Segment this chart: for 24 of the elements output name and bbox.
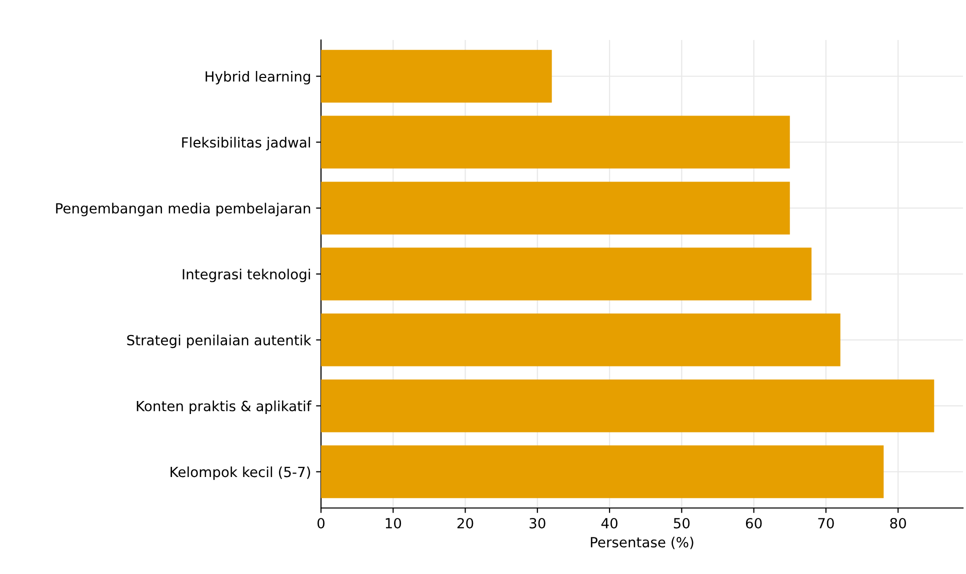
y-tick-label: Hybrid learning — [206, 70, 310, 84]
bar — [321, 248, 812, 300]
bar — [321, 379, 934, 432]
x-tick-label: 30 — [530, 518, 546, 528]
y-tick-label: Integrasi teknologi — [182, 268, 310, 282]
y-tick-label: Pengembangan media pembelajaran — [56, 202, 310, 216]
bar — [321, 445, 884, 498]
bar — [321, 116, 790, 169]
x-tick-label: 40 — [601, 518, 618, 528]
bar — [321, 50, 552, 103]
x-tick-label: 20 — [457, 518, 474, 528]
x-tick-label: 70 — [818, 518, 834, 528]
y-tick-label: Konten praktis & aplikatif — [136, 400, 312, 414]
x-axis-title: Persentase (%) — [590, 536, 694, 550]
y-tick-label: Kelompok kecil (5-7) — [170, 466, 310, 480]
x-tick-label: 50 — [674, 518, 690, 528]
y-tick-label: Fleksibilitas jadwal — [182, 136, 310, 150]
x-tick-label: 0 — [317, 518, 324, 528]
x-tick-label: 10 — [386, 518, 402, 528]
bar — [321, 314, 840, 366]
x-tick-label: 80 — [890, 518, 906, 528]
y-tick-label: Strategi penilaian autentik — [127, 334, 312, 348]
x-tick-label: 60 — [746, 518, 762, 528]
bar — [321, 182, 790, 234]
